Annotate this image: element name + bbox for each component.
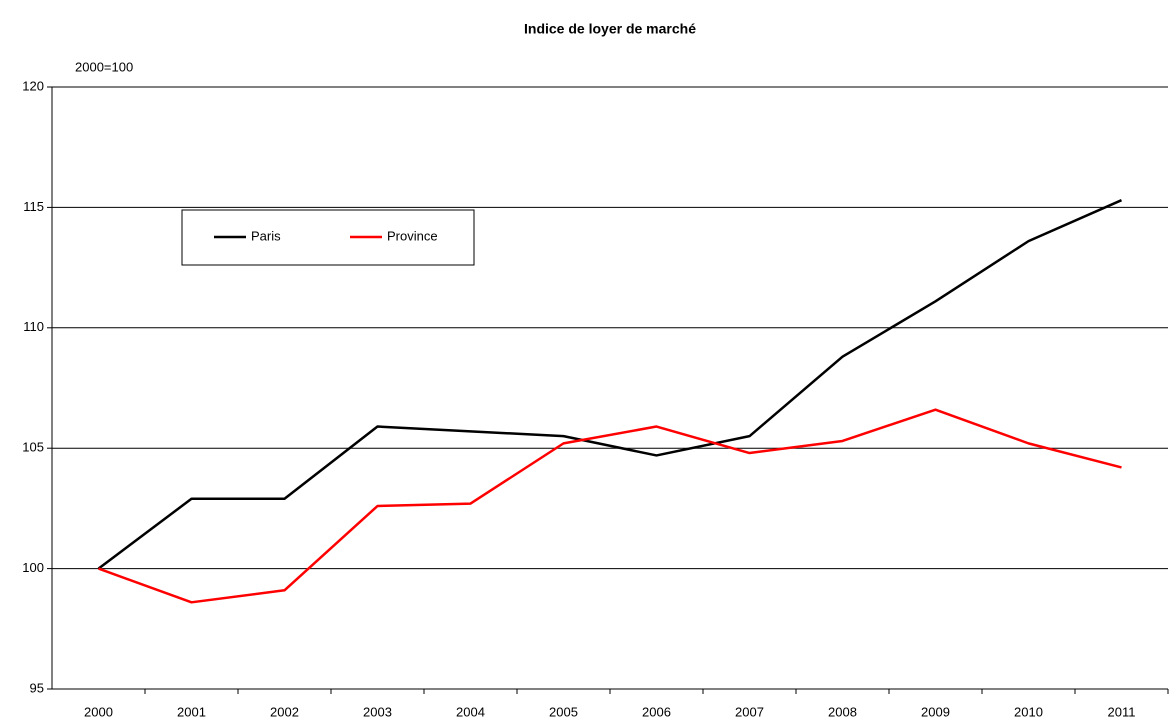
x-tick-label: 2003 bbox=[363, 704, 392, 719]
y-tick-label: 110 bbox=[23, 319, 44, 334]
x-tick-label: 2006 bbox=[642, 704, 671, 719]
x-tick-label: 2008 bbox=[828, 704, 857, 719]
series-line bbox=[98, 408, 1122, 604]
y-tick-label: 100 bbox=[22, 560, 44, 575]
x-tick-label: 2007 bbox=[735, 704, 764, 719]
y-axis-unit: 2000=100 bbox=[75, 59, 133, 74]
chart-title: Indice de loyer de marché bbox=[524, 21, 696, 37]
x-tick-label: 2000 bbox=[84, 704, 113, 719]
x-tick-label: 2009 bbox=[921, 704, 950, 719]
x-tick-label: 2010 bbox=[1014, 704, 1043, 719]
y-tick-label: 120 bbox=[22, 78, 44, 93]
y-tick-label: 95 bbox=[30, 680, 44, 695]
series-line bbox=[97, 199, 1123, 570]
legend-label: Province bbox=[387, 228, 438, 243]
x-tick-label: 2001 bbox=[177, 704, 206, 719]
legend-label: Paris bbox=[251, 228, 281, 243]
x-tick-label: 2011 bbox=[1108, 704, 1136, 719]
x-tick-label: 2005 bbox=[549, 704, 578, 719]
y-tick-label: 115 bbox=[23, 199, 44, 214]
x-tick-label: 2004 bbox=[456, 704, 485, 719]
y-tick-label: 105 bbox=[22, 440, 44, 455]
x-tick-label: 2002 bbox=[270, 704, 299, 719]
